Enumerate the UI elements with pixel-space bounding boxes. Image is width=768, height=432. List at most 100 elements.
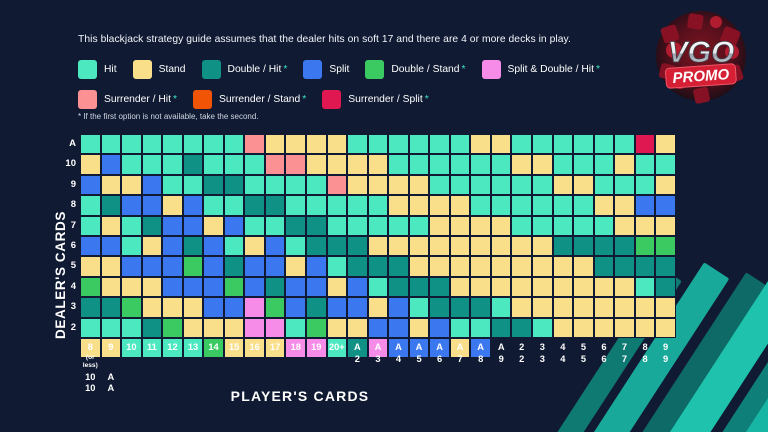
- strategy-cell: [532, 297, 553, 318]
- strategy-cell: [532, 317, 553, 338]
- strategy-cell: [449, 134, 471, 155]
- strategy-cell: [162, 235, 183, 257]
- legend-swatch: [132, 59, 152, 79]
- strategy-cell: [490, 276, 512, 298]
- strategy-cell: [614, 154, 635, 175]
- strategy-cell: [388, 195, 409, 216]
- strategy-grid: [80, 134, 676, 359]
- x-axis-label-top: 20+: [328, 342, 345, 352]
- legend-asterisk: *: [283, 63, 288, 75]
- strategy-cell: [367, 195, 389, 216]
- x-axis-label-top: 2: [519, 342, 525, 352]
- x-axis-label-top: A: [456, 342, 464, 352]
- legend-footnote: * If the first option is not available, …: [78, 112, 259, 121]
- x-axis-label: 20+: [327, 340, 348, 370]
- strategy-cell: [367, 215, 389, 236]
- strategy-cell: [223, 215, 245, 236]
- legend-item-surrender-hit: Surrender / Hit *: [78, 89, 177, 109]
- strategy-cell: [367, 276, 389, 298]
- strategy-cell: [634, 297, 656, 318]
- strategy-cell: [264, 276, 286, 298]
- strategy-cell: [634, 154, 656, 175]
- x-axis-label-top: A: [497, 342, 505, 352]
- strategy-cell: [408, 195, 430, 216]
- strategy-cell: [593, 195, 615, 216]
- strategy-cell: [634, 195, 656, 216]
- strategy-cell: [285, 235, 307, 257]
- strategy-cell: [593, 134, 615, 155]
- strategy-cell: [223, 317, 245, 338]
- strategy-cell: [203, 256, 224, 277]
- legend-label: Surrender / Hit *: [104, 93, 177, 105]
- strategy-cell: [532, 134, 553, 155]
- strategy-cell: [203, 195, 224, 216]
- strategy-cell: [511, 195, 533, 216]
- strategy-cell: [634, 256, 656, 277]
- strategy-cell: [552, 195, 574, 216]
- strategy-cell: [162, 297, 183, 318]
- strategy-cell: [429, 276, 450, 298]
- x-axis-label-top: 11: [147, 342, 157, 352]
- strategy-cell: [326, 235, 348, 257]
- strategy-cell: [655, 134, 676, 155]
- legend-asterisk: *: [172, 93, 177, 105]
- strategy-cell: [100, 195, 122, 216]
- strategy-cell: [326, 154, 348, 175]
- strategy-cell: [552, 256, 574, 277]
- strategy-cell: [141, 256, 163, 277]
- legend-item-split-double-hit: Split & Double / Hit *: [481, 59, 600, 79]
- strategy-cell: [347, 337, 368, 359]
- legend-item-hit: Hit: [78, 59, 117, 79]
- strategy-cell: [203, 235, 224, 257]
- strategy-cell: [244, 317, 265, 338]
- x-axis-label-top: 8: [642, 342, 648, 352]
- strategy-cell: [306, 215, 327, 236]
- strategy-cell: [552, 154, 574, 175]
- strategy-cell: [655, 154, 676, 175]
- legend-row-1: Hit Stand Double / Hit * Split Double / Stand…: [78, 58, 638, 80]
- x-axis-label-tiny: (or: [85, 353, 95, 361]
- strategy-cell: [121, 174, 142, 196]
- strategy-cell: [285, 215, 307, 236]
- strategy-cell: [264, 154, 286, 175]
- x-axis-label: 18: [285, 340, 306, 370]
- strategy-cell: [388, 317, 409, 338]
- strategy-cell: [593, 215, 615, 236]
- strategy-cell: [100, 317, 122, 338]
- x-axis-label-top: A: [354, 342, 361, 352]
- strategy-cell: [429, 337, 450, 359]
- strategy-cell: [593, 174, 615, 196]
- strategy-cell: [532, 235, 553, 257]
- strategy-cell: [223, 195, 245, 216]
- strategy-cell: [367, 154, 389, 175]
- strategy-cell: [264, 195, 286, 216]
- strategy-cell: [532, 276, 553, 298]
- strategy-cell: [264, 235, 286, 257]
- strategy-cell: [182, 235, 204, 257]
- strategy-cell: [429, 195, 450, 216]
- strategy-cell: [408, 235, 430, 257]
- strategy-cell: [408, 154, 430, 175]
- strategy-cell: [347, 317, 368, 338]
- strategy-cell: [121, 215, 142, 236]
- strategy-cell: [121, 297, 142, 318]
- strategy-cell: [203, 276, 224, 298]
- assumption-note: This blackjack strategy guide assumes th…: [78, 34, 571, 45]
- legend-swatch: [78, 59, 97, 79]
- strategy-cell: [573, 276, 594, 298]
- strategy-cell: [182, 134, 204, 155]
- strategy-cell: [244, 195, 265, 216]
- strategy-cell: [223, 276, 245, 298]
- legend-asterisk: *: [461, 63, 466, 75]
- x-axis-label: 10 10: [80, 370, 101, 395]
- strategy-cell: [388, 235, 409, 257]
- x-axis-label-sub: 7: [621, 353, 628, 364]
- strategy-cell: [244, 276, 265, 298]
- legend-item-double-hit: Double / Hit *: [201, 59, 288, 79]
- strategy-cell: [552, 317, 574, 338]
- strategy-cell: [429, 256, 450, 277]
- strategy-cell: [306, 337, 327, 359]
